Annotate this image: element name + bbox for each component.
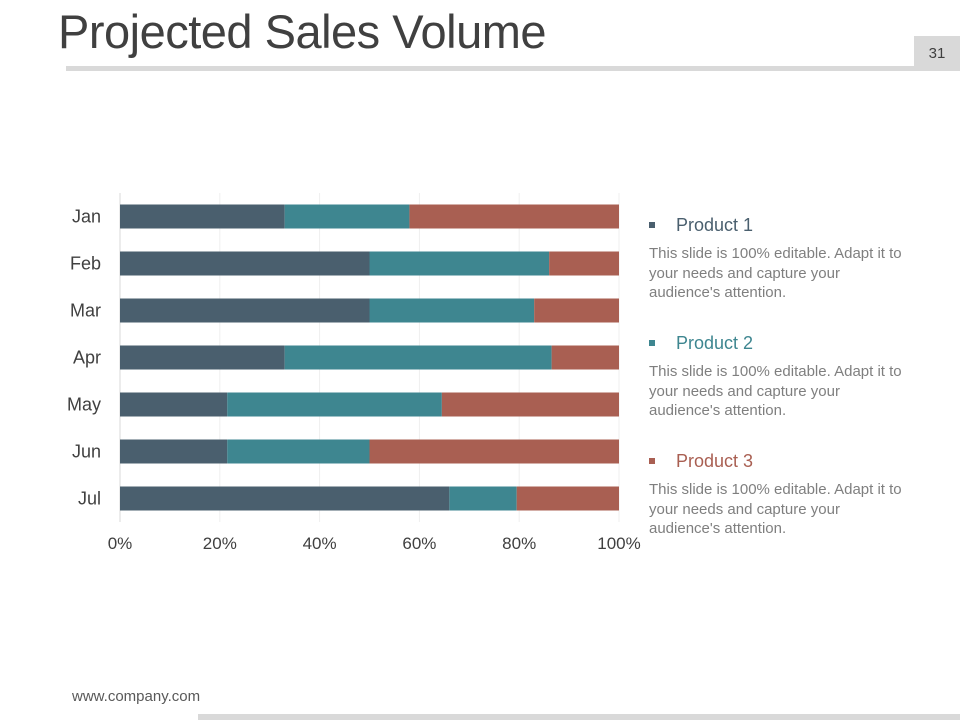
bar-jan-product-1 xyxy=(120,204,285,229)
legend-item-product-3: Product 3 This slide is 100% editable. A… xyxy=(649,449,939,539)
bar-mar-product-3 xyxy=(534,298,619,323)
bar-may-product-2 xyxy=(227,392,442,417)
bar-jul-product-3 xyxy=(516,486,619,511)
bar-apr-product-3 xyxy=(551,345,619,370)
x-tick-label-100: 100% xyxy=(597,534,640,553)
legend-item-product-1: Product 1 This slide is 100% editable. A… xyxy=(649,213,939,303)
bar-apr-product-2 xyxy=(284,345,552,370)
bar-feb-product-1 xyxy=(120,251,370,276)
bar-jan-product-2 xyxy=(284,204,410,229)
bar-jan-product-3 xyxy=(409,204,619,229)
bar-jun-product-3 xyxy=(369,439,619,464)
footer-divider xyxy=(198,714,960,720)
bar-may-product-3 xyxy=(441,392,619,417)
page-number: 31 xyxy=(914,36,960,70)
bar-mar-product-2 xyxy=(369,298,535,323)
bar-apr-product-1 xyxy=(120,345,285,370)
y-tick-label-feb: Feb xyxy=(70,254,101,274)
legend-label-product-3: Product 3 xyxy=(676,451,754,471)
bar-jun-product-1 xyxy=(120,439,228,464)
y-tick-label-mar: Mar xyxy=(70,301,101,321)
legend-bullet-product-1 xyxy=(649,222,655,228)
bar-feb-product-2 xyxy=(369,251,550,276)
legend-bullet-product-3 xyxy=(649,458,655,464)
legend-description-product-1: This slide is 100% editable. Adapt it to… xyxy=(649,245,902,301)
legend-description-product-2: This slide is 100% editable. Adapt it to… xyxy=(649,363,902,419)
x-tick-label-80: 80% xyxy=(502,534,536,553)
bar-feb-product-3 xyxy=(549,251,619,276)
bar-may-product-1 xyxy=(120,392,228,417)
legend-label-product-1: Product 1 xyxy=(676,215,754,235)
bar-jul-product-2 xyxy=(449,486,517,511)
footer-url: www.company.com xyxy=(72,688,201,705)
bar-jul-product-1 xyxy=(120,486,450,511)
legend-item-product-2: Product 2 This slide is 100% editable. A… xyxy=(649,331,939,421)
x-tick-label-20: 20% xyxy=(203,534,237,553)
legend-description-product-3: This slide is 100% editable. Adapt it to… xyxy=(649,481,902,537)
slide-title: Projected Sales Volume xyxy=(58,5,547,58)
y-tick-label-apr: Apr xyxy=(73,348,101,368)
x-tick-label-0: 0% xyxy=(108,534,133,553)
y-tick-label-jul: Jul xyxy=(78,489,101,509)
y-tick-label-may: May xyxy=(67,395,101,415)
x-tick-label-40: 40% xyxy=(303,534,337,553)
y-tick-label-jun: Jun xyxy=(72,442,101,462)
bar-mar-product-1 xyxy=(120,298,370,323)
bar-jun-product-2 xyxy=(227,439,370,464)
legend-label-product-2: Product 2 xyxy=(676,333,754,353)
legend-bullet-product-2 xyxy=(649,340,655,346)
title-divider xyxy=(66,66,960,71)
y-tick-label-jan: Jan xyxy=(72,207,101,227)
x-tick-label-60: 60% xyxy=(402,534,436,553)
